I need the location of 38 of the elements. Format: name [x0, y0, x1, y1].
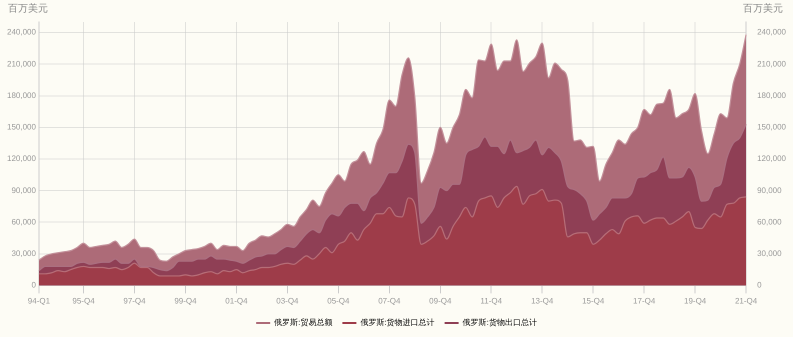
y2-tick-label: 0: [757, 280, 762, 290]
y-tick-label: 90,000: [11, 186, 36, 195]
x-tick-label: 13-Q4: [531, 296, 554, 306]
x-tick-label: 09-Q4: [429, 296, 452, 306]
y2-tick-label: 30,000: [757, 248, 782, 258]
x-tick-label: 19-Q4: [684, 296, 707, 306]
y-tick-label: 240,000: [6, 28, 36, 37]
y2-tick-label: 90,000: [757, 186, 782, 195]
y-tick-label: 0: [31, 280, 36, 290]
x-tick-label: 15-Q4: [582, 296, 605, 306]
y-axis-title: 百万美元: [8, 2, 48, 15]
y2-axis-title: 百万美元: [743, 2, 783, 15]
y2-tick-label: 210,000: [757, 59, 787, 68]
x-tick-label: 17-Q4: [633, 296, 656, 306]
legend-label: 俄罗斯:货物出口总计: [462, 318, 537, 328]
x-tick-label: 21-Q4: [734, 296, 758, 306]
y2-tick-label: 120,000: [757, 154, 787, 164]
y-tick-label: 150,000: [6, 122, 36, 132]
x-tick-label: 07-Q4: [378, 296, 401, 306]
x-tick-label: 94-Q1: [28, 296, 51, 306]
y-tick-label: 210,000: [6, 59, 36, 68]
y2-tick-label: 180,000: [757, 90, 787, 100]
y-tick-label: 30,000: [11, 248, 36, 258]
y-tick-label: 60,000: [11, 217, 36, 226]
legend-label: 俄罗斯:贸易总额: [274, 318, 332, 328]
y2-tick-label: 60,000: [757, 217, 782, 226]
x-tick-label: 01-Q4: [225, 296, 248, 306]
x-tick-label: 05-Q4: [327, 296, 350, 306]
x-tick-label: 03-Q4: [276, 296, 300, 306]
x-tick-label: 11-Q4: [480, 296, 503, 306]
x-tick-label: 97-Q4: [123, 296, 146, 306]
legend-label: 俄罗斯:货物进口总计: [360, 318, 435, 328]
y-tick-label: 180,000: [6, 90, 36, 100]
x-tick-label: 99-Q4: [174, 296, 198, 306]
y-tick-label: 120,000: [6, 154, 36, 164]
y2-tick-label: 150,000: [757, 122, 787, 132]
x-tick-label: 95-Q4: [72, 296, 96, 306]
y2-tick-label: 240,000: [757, 28, 787, 37]
